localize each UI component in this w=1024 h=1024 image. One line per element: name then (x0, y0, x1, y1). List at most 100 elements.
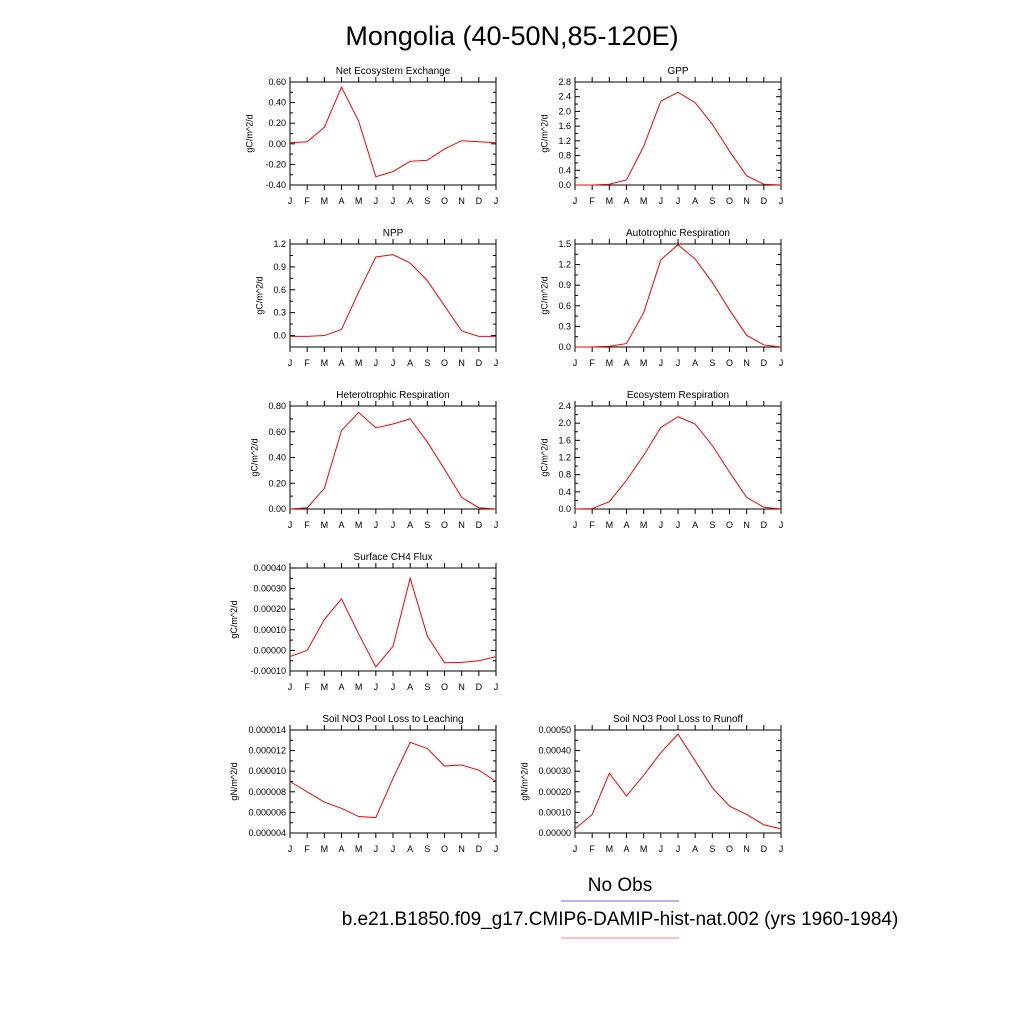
y-tick-label: 0.00040 (538, 746, 571, 756)
y-tick-label: 0.80 (268, 401, 286, 411)
x-tick-label: A (623, 358, 629, 368)
x-tick-label: J (391, 844, 396, 854)
x-tick-label: A (407, 520, 413, 530)
x-tick-label: M (355, 682, 363, 692)
y-tick-label: 1.2 (558, 453, 571, 463)
x-tick-label: A (338, 844, 344, 854)
x-tick-label: F (304, 682, 310, 692)
y-tick-label: 2.8 (558, 77, 571, 87)
x-tick-label: J (391, 358, 396, 368)
x-tick-label: N (743, 196, 750, 206)
y-tick-label: 0.00000 (538, 828, 571, 838)
y-tick-label: 0.8 (558, 470, 571, 480)
y-axis-label: gC/m^2/d (250, 438, 260, 476)
x-tick-label: O (441, 682, 448, 692)
x-tick-label: D (476, 520, 483, 530)
panel-title: Soil NO3 Pool Loss to Runoff (613, 714, 743, 725)
series-line (289, 85, 497, 178)
x-tick-label: A (338, 358, 344, 368)
x-tick-label: M (355, 844, 363, 854)
x-tick-label: A (338, 520, 344, 530)
y-tick-label: -0.00010 (250, 666, 286, 676)
y-tick-label: 0.00040 (253, 563, 286, 573)
x-tick-label: A (407, 844, 413, 854)
panel-leach: Soil NO3 Pool Loss to Leaching 0.000004 0.… (229, 714, 498, 854)
y-tick-label: 0.000004 (248, 828, 286, 838)
panel-title: GPP (667, 66, 688, 77)
x-tick-label: F (304, 844, 310, 854)
y-axis-label: gN/m^2/d (229, 762, 239, 800)
x-tick-label: F (304, 358, 310, 368)
x-tick-label: A (338, 682, 344, 692)
y-tick-label: 0.000012 (248, 746, 286, 756)
x-tick-label: A (623, 844, 629, 854)
x-tick-label: M (606, 844, 614, 854)
x-tick-label: J (573, 358, 578, 368)
x-tick-label: J (288, 358, 293, 368)
x-tick-label: N (458, 196, 465, 206)
y-tick-label: 0.0 (558, 180, 571, 190)
x-tick-label: A (692, 844, 698, 854)
x-tick-label: O (441, 520, 448, 530)
x-tick-label: J (391, 520, 396, 530)
x-tick-label: M (640, 196, 648, 206)
x-tick-label: J (374, 844, 379, 854)
x-tick-label: A (338, 196, 344, 206)
x-tick-label: O (441, 844, 448, 854)
x-tick-label: D (761, 844, 768, 854)
x-tick-label: J (779, 358, 784, 368)
y-axis-label: gC/m^2/d (540, 276, 550, 314)
series-line (289, 741, 497, 819)
y-tick-label: -0.40 (265, 180, 286, 190)
x-tick-label: M (355, 358, 363, 368)
y-tick-label: 0.0 (273, 331, 286, 341)
x-tick-label: J (391, 682, 396, 692)
y-tick-label: 0.0 (558, 504, 571, 514)
x-tick-label: D (761, 196, 768, 206)
x-tick-label: J (391, 196, 396, 206)
y-tick-label: 1.2 (558, 260, 571, 270)
y-tick-label: 0.9 (558, 280, 571, 290)
y-tick-label: 0.3 (558, 321, 571, 331)
legend-obs-label: No Obs (588, 875, 652, 896)
x-tick-label: N (458, 358, 465, 368)
x-tick-label: M (321, 844, 329, 854)
y-axis-label: gN/m^2/d (519, 762, 529, 800)
y-tick-label: 1.6 (558, 121, 571, 131)
x-tick-label: M (321, 196, 329, 206)
y-tick-label: 0.000006 (248, 807, 286, 817)
y-tick-label: 0.4 (558, 487, 571, 497)
x-tick-label: M (640, 844, 648, 854)
x-tick-label: J (573, 196, 578, 206)
x-tick-label: A (623, 196, 629, 206)
y-tick-label: 0.00000 (253, 645, 286, 655)
x-tick-label: M (640, 520, 648, 530)
x-tick-label: M (606, 358, 614, 368)
series-line (575, 244, 782, 348)
x-tick-label: A (692, 358, 698, 368)
x-tick-label: M (321, 358, 329, 368)
y-tick-label: 0.6 (273, 285, 286, 295)
x-tick-label: M (640, 358, 648, 368)
y-tick-label: 0.00 (268, 139, 286, 149)
y-tick-label: 2.4 (558, 92, 571, 102)
series-line (574, 416, 782, 510)
x-tick-label: J (659, 844, 664, 854)
x-tick-label: J (676, 520, 681, 530)
y-tick-label: 0.20 (268, 118, 286, 128)
x-tick-label: D (761, 520, 768, 530)
y-axis-label: gC/m^2/d (255, 276, 265, 314)
panel-nee: Net Ecosystem Exchange -0.40 -0.20 0.00 0.20… (245, 66, 499, 206)
x-tick-label: F (589, 520, 595, 530)
x-tick-label: O (441, 196, 448, 206)
y-tick-label: 0.6 (558, 301, 571, 311)
x-tick-label: A (407, 682, 413, 692)
y-tick-label: 1.5 (558, 239, 571, 249)
panel-title: Ecosystem Respiration (627, 390, 729, 401)
figure-title: Mongolia (40-50N,85-120E) (345, 21, 678, 51)
x-tick-label: A (407, 196, 413, 206)
x-tick-label: J (374, 682, 379, 692)
x-tick-label: M (606, 520, 614, 530)
x-tick-label: F (304, 520, 310, 530)
